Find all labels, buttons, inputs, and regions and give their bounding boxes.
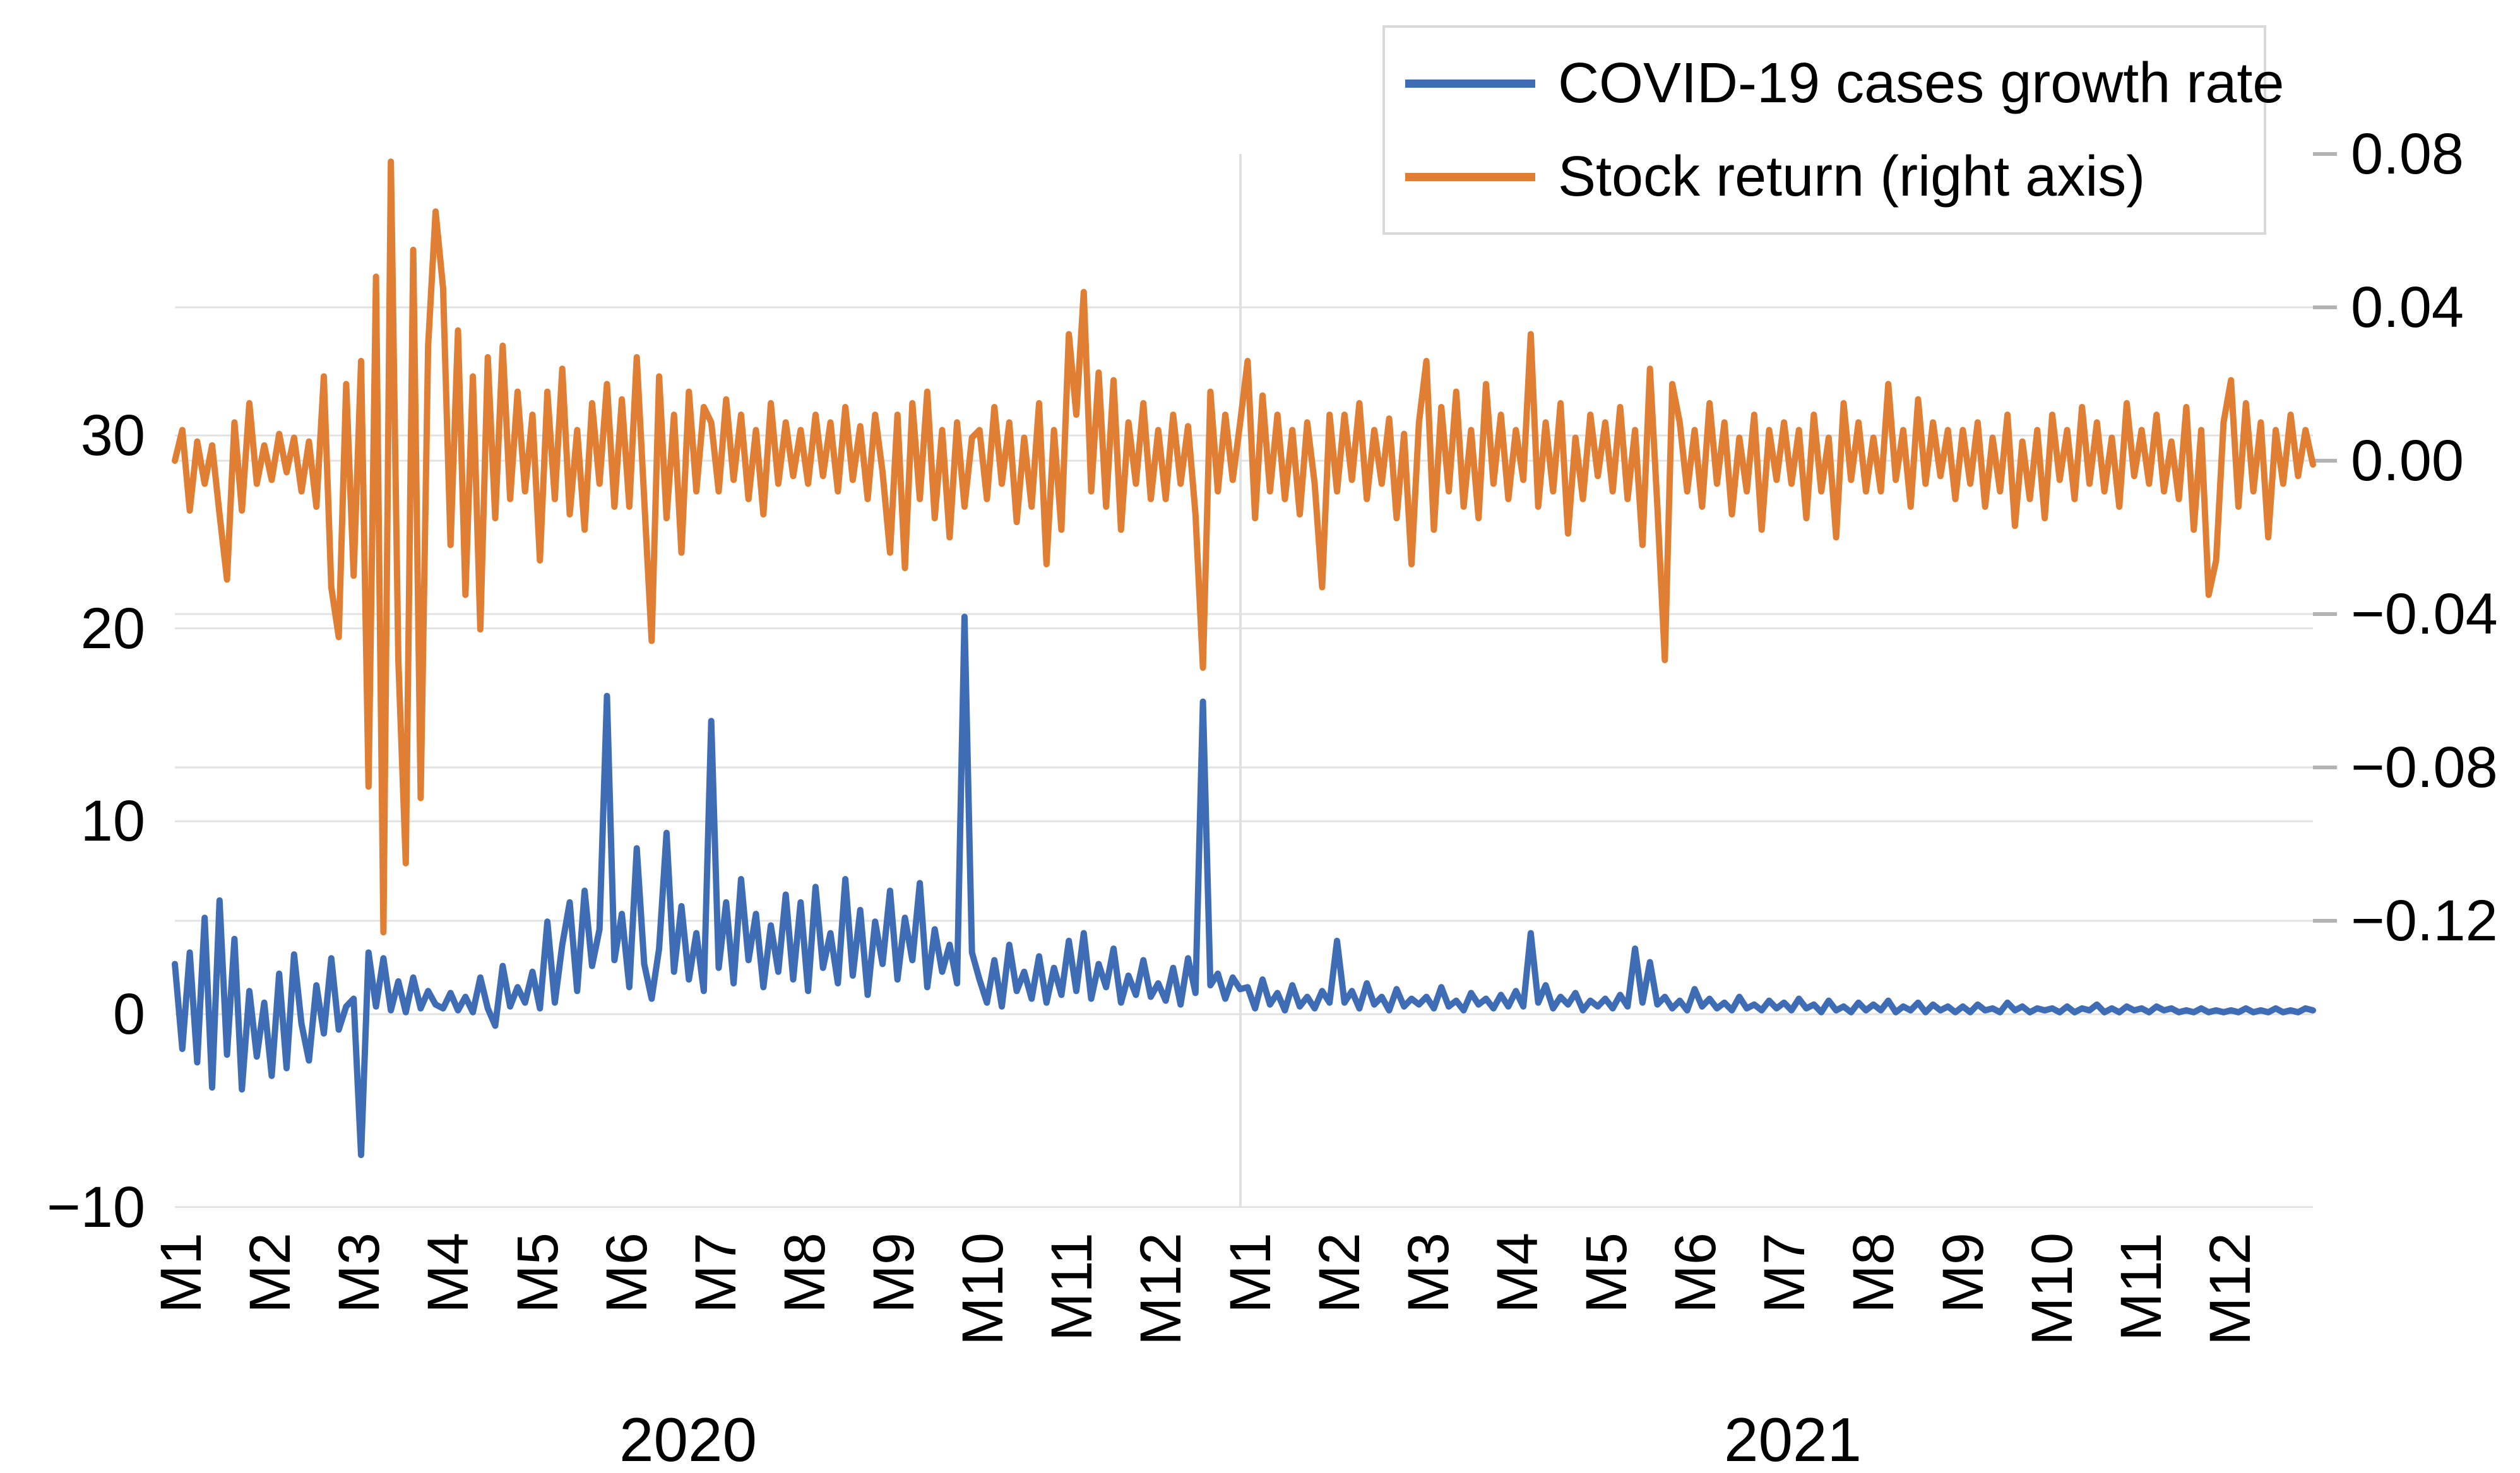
x-axis-month-label: M10: [2019, 1233, 2084, 1346]
x-axis-month-label: M1: [149, 1233, 213, 1313]
x-axis-month-label: M9: [1930, 1233, 1995, 1313]
x-axis-month-label: M5: [505, 1233, 570, 1313]
x-axis-month-label: M7: [683, 1233, 748, 1313]
legend-label-stock: Stock return (right axis): [1558, 145, 2146, 208]
x-axis-month-label: M6: [1663, 1233, 1728, 1313]
x-axis-month-label: M11: [1040, 1233, 1105, 1342]
left-axis-tick-label: 20: [80, 596, 145, 661]
x-axis-month-label: M5: [1574, 1233, 1639, 1313]
left-axis-tick-label: −10: [46, 1174, 145, 1239]
left-axis-tick-label: 0: [112, 982, 145, 1046]
left-axis-tick-label: 30: [80, 403, 145, 468]
x-axis-month-label: M3: [1396, 1233, 1461, 1313]
x-axis-month-label: M8: [772, 1233, 837, 1313]
x-axis-month-label: M12: [2197, 1233, 2262, 1346]
year-label-2021: 2021: [1723, 1405, 1862, 1473]
covid-series-swatch-icon: [1405, 79, 1535, 88]
right-axis-tick-label: −0.12: [2351, 889, 2498, 953]
x-axis-month-label: M8: [1841, 1233, 1906, 1313]
x-axis-month-label: M7: [1752, 1233, 1817, 1313]
series-line-covid-growth: [172, 613, 2316, 1159]
x-axis-month-label: M2: [1307, 1233, 1372, 1313]
stock-series-swatch-icon: [1405, 172, 1535, 181]
right-axis-tick-label: −0.04: [2351, 582, 2498, 646]
right-axis-tick-label: 0.04: [2351, 275, 2464, 340]
legend: COVID-19 cases growth rate Stock return …: [1382, 25, 2284, 235]
x-axis-month-label: M3: [327, 1233, 392, 1313]
x-axis-month-label: M6: [594, 1233, 659, 1313]
x-axis-month-label: M4: [1485, 1233, 1550, 1313]
x-axis-month-label: M2: [238, 1233, 303, 1313]
legend-entry-stock: Stock return (right axis): [1385, 139, 2264, 215]
right-axis-tick-label: −0.08: [2351, 735, 2498, 800]
x-axis-month-label: M11: [2108, 1233, 2173, 1342]
year-label-2020: 2020: [619, 1405, 758, 1473]
x-axis-month-label: M1: [1218, 1233, 1283, 1313]
x-axis-month-label: M9: [862, 1233, 927, 1313]
right-axis-tick-label: 0.00: [2351, 429, 2464, 493]
legend-entry-covid: COVID-19 cases growth rate: [1385, 45, 2284, 121]
x-axis-month-label: M4: [416, 1233, 481, 1313]
x-axis-month-label: M12: [1129, 1233, 1194, 1346]
left-axis-tick-label: 10: [80, 789, 145, 854]
legend-label-covid: COVID-19 cases growth rate: [1558, 52, 2285, 115]
series-line-stock-return: [172, 158, 2316, 936]
x-axis-month-label: M10: [951, 1233, 1016, 1346]
right-axis-tick-label: 0.08: [2351, 122, 2464, 186]
